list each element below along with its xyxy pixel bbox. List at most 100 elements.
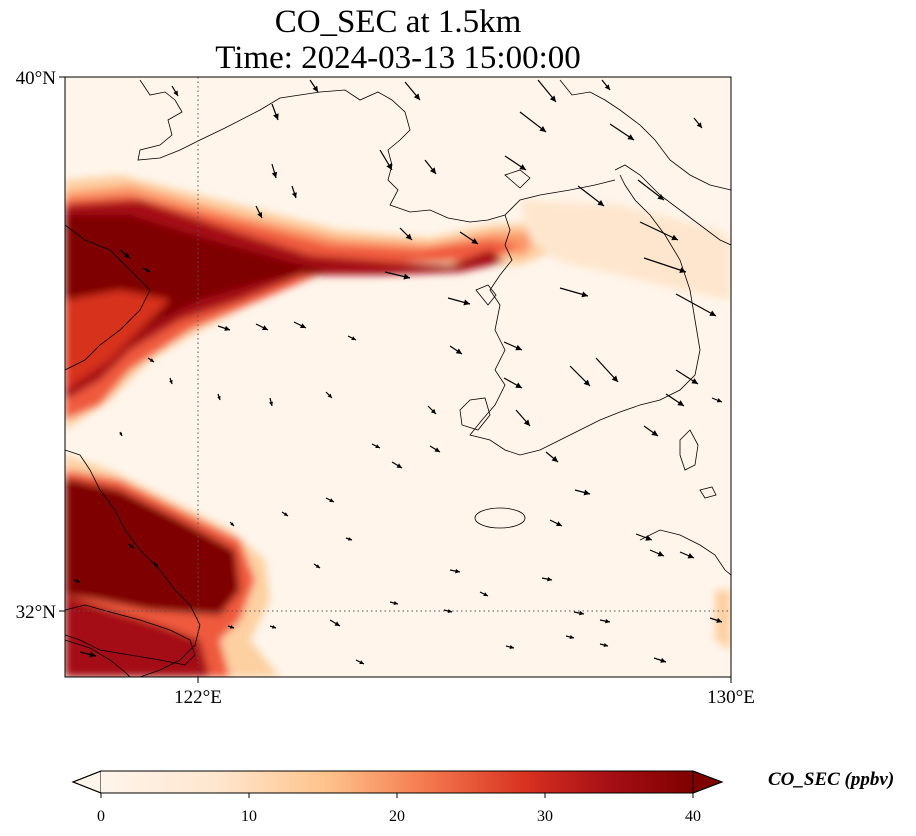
wind-arrow-head [429, 167, 436, 174]
wind-arrow-head [603, 643, 608, 647]
wind-arrow-head [447, 609, 452, 613]
wind-arrow-head [660, 657, 666, 663]
wind-arrow-head [671, 234, 678, 241]
lat-tick-label-32: 32°N [16, 602, 57, 623]
wind-arrow-head [283, 512, 288, 516]
wind-arrow-head [716, 617, 722, 623]
wind-arrow-head [315, 564, 320, 568]
wind-arrow-head [386, 163, 392, 170]
colorbar-gradient [101, 771, 693, 793]
wind-arrow-head [605, 618, 610, 624]
wind-arrow-head [124, 252, 130, 258]
wind-arrow-head [547, 576, 552, 582]
wind-arrow-head [463, 299, 470, 306]
wind-arrow-head [434, 447, 440, 452]
wind-arrow-head [430, 408, 436, 414]
wind-arrow-head [583, 379, 590, 386]
wind-arrow-shaft [675, 293, 717, 317]
lon-tick-label-130: 130°E [707, 687, 755, 708]
wind-arrow-head [556, 521, 562, 526]
wind-arrow-head [76, 579, 80, 583]
wind-arrow-head [312, 85, 318, 92]
wind-arrow-head [327, 393, 332, 398]
wind-arrow-head [539, 125, 546, 132]
colorbar-tick-label-0: 0 [97, 808, 105, 825]
wind-arrow-head [515, 382, 522, 388]
wind-arrow-head [515, 344, 522, 351]
wind-arrow-head [173, 90, 178, 96]
wind-arrow-head [651, 430, 658, 436]
wind-arrow-head [351, 336, 356, 340]
wind-arrow-head [273, 113, 279, 120]
map-panel [65, 77, 731, 677]
wind-arrow-head [348, 537, 352, 541]
wind-arrow-head [455, 568, 460, 574]
wind-arrow-head [257, 212, 262, 218]
wind-arrow-head [597, 199, 604, 206]
colorbar: 0 10 20 30 40 [71, 770, 724, 825]
wind-arrow-head [272, 625, 276, 629]
wind-arrow-head [519, 164, 526, 170]
colorbar-label: CO_SEC (ppbv) [768, 769, 895, 790]
wind-arrow-head [396, 463, 402, 468]
map-frame [64, 76, 732, 678]
wind-arrow-head [129, 544, 134, 548]
wind-arrow-head [405, 233, 412, 240]
wind-arrow-head [413, 93, 420, 100]
wind-arrow-head [403, 273, 410, 280]
wind-arrow-head [691, 378, 698, 384]
title-line-2: Time: 2024-03-13 15:00:00 [215, 40, 581, 76]
wind-arrow-head [581, 291, 588, 298]
lat-tick-label-40: 40°N [16, 68, 57, 89]
wind-arrow-head [169, 380, 173, 384]
wind-arrow-head [217, 396, 221, 400]
wind-arrow-head [604, 84, 610, 90]
wind-arrow-head [679, 267, 686, 273]
wind-arrow-head [716, 398, 722, 403]
colorbar-extend-max [692, 770, 724, 794]
wind-arrow-head [687, 553, 694, 559]
wind-arrow-head [230, 625, 234, 629]
colorbar-tick-label-30: 30 [537, 808, 553, 825]
wind-arrow-head [359, 660, 364, 664]
wind-arrow-head [329, 498, 334, 502]
lon-tick-label-122: 122°E [174, 687, 222, 708]
wind-arrow-head [149, 358, 154, 362]
map-title: CO_SEC at 1.5km Time: 2024-03-13 15:00:0… [0, 4, 796, 76]
colorbar-tick-label-40: 40 [685, 808, 701, 825]
wind-arrow-head [300, 323, 306, 328]
wind-arrow-head [89, 651, 96, 658]
wind-arrow-head [291, 192, 297, 198]
colorbar-tick-label-10: 10 [241, 808, 257, 825]
wind-arrow-head [549, 95, 556, 102]
colorbar-tick-label-20: 20 [389, 808, 405, 825]
wind-arrow-head [271, 171, 278, 178]
wind-arrow-head [455, 348, 462, 354]
wind-vectors [73, 79, 723, 665]
coastlines [65, 79, 731, 677]
wind-arrow-head [523, 419, 530, 426]
wind-arrow-head [583, 489, 590, 496]
wind-arrow-shaft [639, 221, 679, 241]
wind-arrow-head [483, 592, 488, 596]
wind-arrow-head [269, 401, 273, 406]
wind-arrow-head [119, 432, 122, 436]
colorbar-ticks: 0 10 20 30 40 [97, 793, 701, 825]
wind-arrow-head [627, 134, 634, 140]
wind-arrow-head [509, 645, 514, 649]
wind-arrow-head [611, 375, 618, 382]
wind-arrow-head [471, 238, 478, 244]
wind-arrow-head [657, 551, 664, 557]
wind-arrow-head [393, 601, 398, 605]
wind-arrow-head [224, 325, 230, 331]
colorbar-extend-min [71, 770, 102, 794]
wind-arrow-head [579, 610, 584, 616]
title-line-1: CO_SEC at 1.5km [274, 4, 522, 40]
wind-arrow-head [154, 563, 158, 568]
wind-arrow-head [696, 122, 702, 128]
wind-arrow-head [230, 522, 234, 526]
wind-arrow-shaft [643, 257, 687, 273]
wind-arrow-head [569, 635, 574, 639]
wind-arrow-head [645, 535, 652, 541]
